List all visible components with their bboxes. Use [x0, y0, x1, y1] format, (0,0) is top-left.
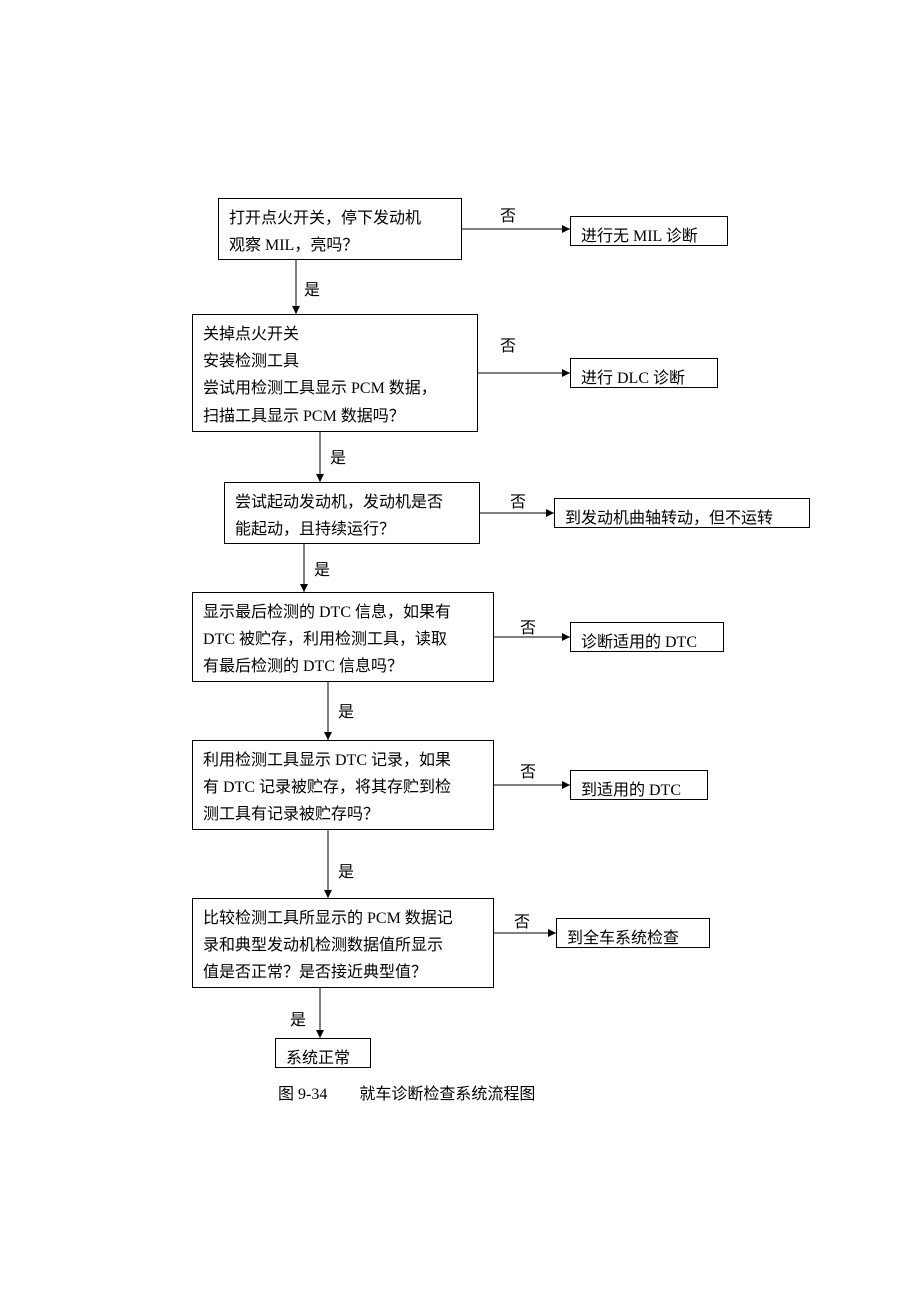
- yes-label: 是: [338, 698, 354, 722]
- step4-node: 显示最后检测的 DTC 信息，如果有 DTC 被贮存，利用检测工具，读取 有最后…: [192, 592, 494, 682]
- out1-node: 进行无 MIL 诊断: [570, 216, 728, 246]
- yes-label: 是: [338, 858, 354, 882]
- step1-line1: 打开点火开关，停下发动机: [229, 205, 451, 232]
- out3-text: 到发动机曲轴转动，但不运转: [565, 510, 773, 527]
- out5-text: 到适用的 DTC: [581, 782, 681, 799]
- step2-line2: 安装检测工具: [203, 348, 467, 375]
- step2-line1: 关掉点火开关: [203, 321, 467, 348]
- final-text: 系统正常: [286, 1050, 350, 1067]
- out5-node: 到适用的 DTC: [570, 770, 708, 800]
- step4-line2: DTC 被贮存，利用检测工具，读取: [203, 626, 483, 653]
- step6-line1: 比较检测工具所显示的 PCM 数据记: [203, 905, 483, 932]
- caption-text: 图 9-34 就车诊断检查系统流程图: [278, 1086, 535, 1103]
- figure-caption: 图 9-34 就车诊断检查系统流程图: [278, 1080, 535, 1104]
- step5-node: 利用检测工具显示 DTC 记录，如果 有 DTC 记录被贮存，将其存贮到检 测工…: [192, 740, 494, 830]
- step2-node: 关掉点火开关 安装检测工具 尝试用检测工具显示 PCM 数据， 扫描工具显示 P…: [192, 314, 478, 432]
- yes-label: 是: [290, 1006, 306, 1030]
- step3-node: 尝试起动发动机，发动机是否 能起动，且持续运行？: [224, 482, 480, 544]
- out6-text: 到全车系统检查: [567, 930, 679, 947]
- step5-line2: 有 DTC 记录被贮存，将其存贮到检: [203, 774, 483, 801]
- no-label: 否: [514, 908, 530, 932]
- out2-text: 进行 DLC 诊断: [581, 370, 685, 387]
- step2-line3: 尝试用检测工具显示 PCM 数据，: [203, 375, 467, 402]
- step6-line3: 值是否正常？是否接近典型值？: [203, 959, 483, 986]
- out6-node: 到全车系统检查: [556, 918, 710, 948]
- final-node: 系统正常: [275, 1038, 371, 1068]
- step5-line3: 测工具有记录被贮存吗？: [203, 801, 483, 828]
- out2-node: 进行 DLC 诊断: [570, 358, 718, 388]
- yes-label: 是: [304, 276, 320, 300]
- step6-line2: 录和典型发动机检测数据值所显示: [203, 932, 483, 959]
- out3-node: 到发动机曲轴转动，但不运转: [554, 498, 810, 528]
- out4-text: 诊断适用的 DTC: [581, 634, 697, 651]
- flowchart-container: 打开点火开关，停下发动机 观察 MIL，亮吗？ 进行无 MIL 诊断 关掉点火开…: [0, 0, 920, 1302]
- yes-label: 是: [314, 556, 330, 580]
- step3-line2: 能起动，且持续运行？: [235, 516, 469, 543]
- step5-line1: 利用检测工具显示 DTC 记录，如果: [203, 747, 483, 774]
- step3-line1: 尝试起动发动机，发动机是否: [235, 489, 469, 516]
- yes-label: 是: [330, 444, 346, 468]
- no-label: 否: [520, 614, 536, 638]
- step2-line4: 扫描工具显示 PCM 数据吗？: [203, 403, 467, 430]
- no-label: 否: [500, 332, 516, 356]
- step1-node: 打开点火开关，停下发动机 观察 MIL，亮吗？: [218, 198, 462, 260]
- step4-line1: 显示最后检测的 DTC 信息，如果有: [203, 599, 483, 626]
- no-label: 否: [520, 758, 536, 782]
- no-label: 否: [510, 488, 526, 512]
- step6-node: 比较检测工具所显示的 PCM 数据记 录和典型发动机检测数据值所显示 值是否正常…: [192, 898, 494, 988]
- out4-node: 诊断适用的 DTC: [570, 622, 724, 652]
- step4-line3: 有最后检测的 DTC 信息吗？: [203, 653, 483, 680]
- out1-text: 进行无 MIL 诊断: [581, 228, 698, 245]
- no-label: 否: [500, 202, 516, 226]
- step1-line2: 观察 MIL，亮吗？: [229, 232, 451, 259]
